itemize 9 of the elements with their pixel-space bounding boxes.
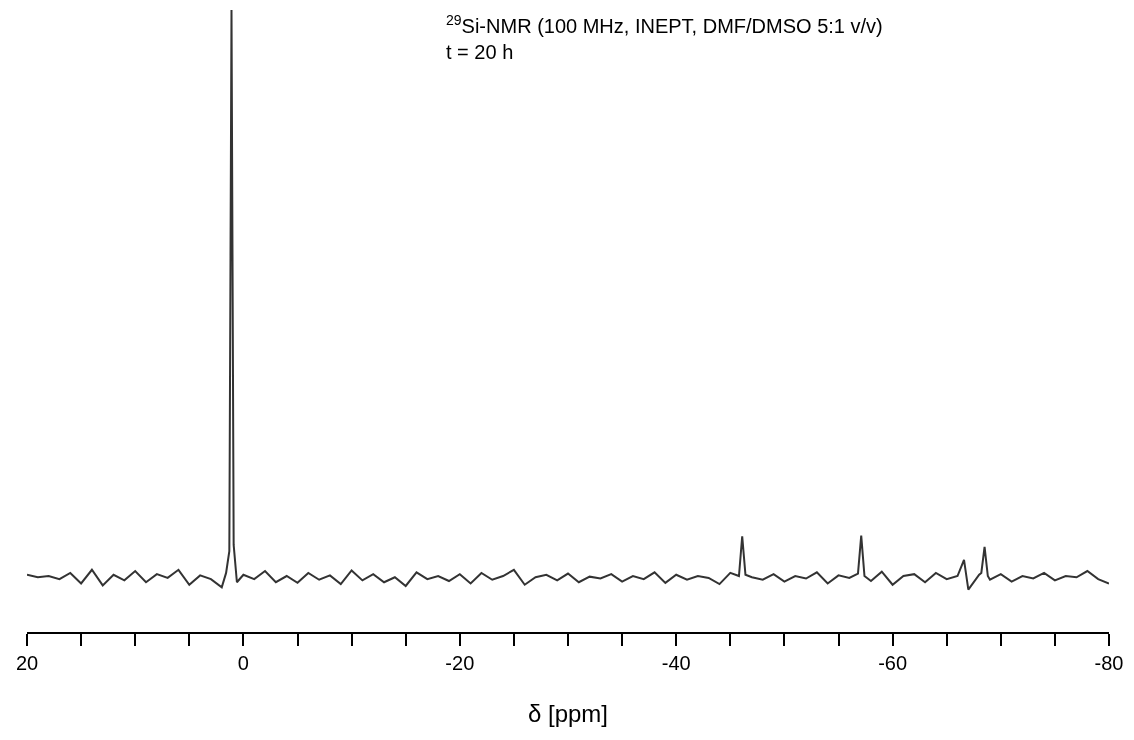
x-tick-label: -40 bbox=[661, 652, 691, 674]
x-tick-label: 0 bbox=[237, 652, 249, 674]
x-axis-title: δ [ppm] bbox=[527, 699, 609, 727]
x-tick-label: 20 bbox=[15, 652, 39, 674]
x-tick-label: -60 bbox=[878, 652, 908, 674]
annotation: $^{29}$Si-NMR (100 MHz, INEPT, DMF/DMSO 5:1 v/v) bbox=[446, 12, 883, 38]
annotation: t = 20 h bbox=[446, 41, 514, 63]
x-tick-label: -80 bbox=[1094, 652, 1124, 674]
x-tick-label: -20 bbox=[445, 652, 475, 674]
